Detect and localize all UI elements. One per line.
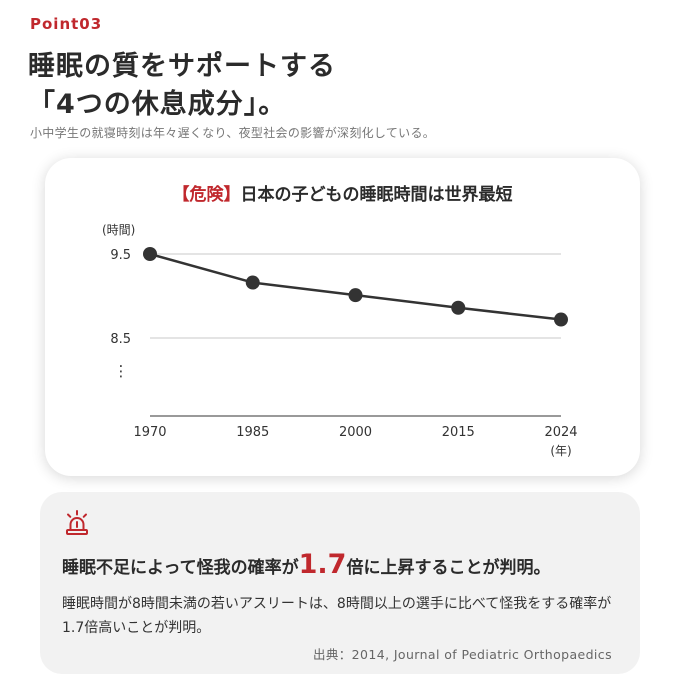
- info-panel: 睡眠不足によって怪我の確率が1.7倍に上昇することが判明。 睡眠時間が8時間未満…: [40, 492, 640, 674]
- claim-value: 1.7: [298, 549, 347, 580]
- x-tick-label: 1970: [133, 425, 166, 440]
- source-citation: 出典：2014, Journal of Pediatric Orthopaedi…: [312, 647, 612, 662]
- alarm-icon: [66, 510, 88, 535]
- x-axis-unit-label: (年): [550, 444, 571, 458]
- headline: 睡眠の質をサポートする 「4つの休息成分」。: [28, 48, 336, 124]
- data-point: [245, 275, 260, 290]
- info-body: 睡眠時間が8時間未満の若いアスリートは、8時間以上の選手に比べて怪我をする確率が…: [62, 596, 612, 636]
- claim-text: 睡眠不足によって怪我の確率が1.7倍に上昇することが判明。: [62, 549, 550, 580]
- x-tick-label: 2000: [339, 425, 372, 440]
- data-point: [348, 288, 363, 303]
- headline-line-1: 睡眠の質をサポートする: [28, 51, 336, 82]
- chart-title-text: 日本の子どもの睡眠時間は世界最短: [240, 185, 513, 205]
- x-tick-label: 2024: [544, 425, 577, 440]
- claim-post: 倍に上昇することが判明。: [346, 558, 551, 578]
- y-tick-label: 9.5: [110, 248, 131, 263]
- headline-line-2: 「4つの休息成分」。: [28, 89, 287, 120]
- series-line: [149, 252, 562, 321]
- point-label: Point03: [30, 15, 103, 33]
- data-point: [143, 247, 157, 261]
- x-tick-label: 2015: [442, 425, 475, 440]
- chart-card: 【危険】日本の子どもの睡眠時間は世界最短 (時間) 9.5 8.5 ⋮ 1970 1985…: [45, 158, 640, 476]
- data-point: [554, 312, 568, 327]
- line-chart: (時間) 9.5 8.5 ⋮ 1970 1985 2000 2015 2024 (年): [102, 223, 578, 458]
- chart-title-danger: 【危険】: [172, 185, 241, 205]
- claim-pre: 睡眠不足によって怪我の確率が: [62, 558, 299, 578]
- data-point: [451, 300, 466, 315]
- x-tick-label: 1985: [236, 425, 269, 440]
- chart-title: 【危険】日本の子どもの睡眠時間は世界最短: [45, 180, 640, 205]
- y-tick-label: 8.5: [110, 332, 131, 347]
- axis-break-mark: ⋮: [114, 362, 129, 380]
- y-axis-label: (時間): [102, 223, 135, 237]
- subtitle: 小中学生の就寝時刻は年々遅くなり、夜型社会の影響が深刻化している。: [30, 126, 436, 140]
